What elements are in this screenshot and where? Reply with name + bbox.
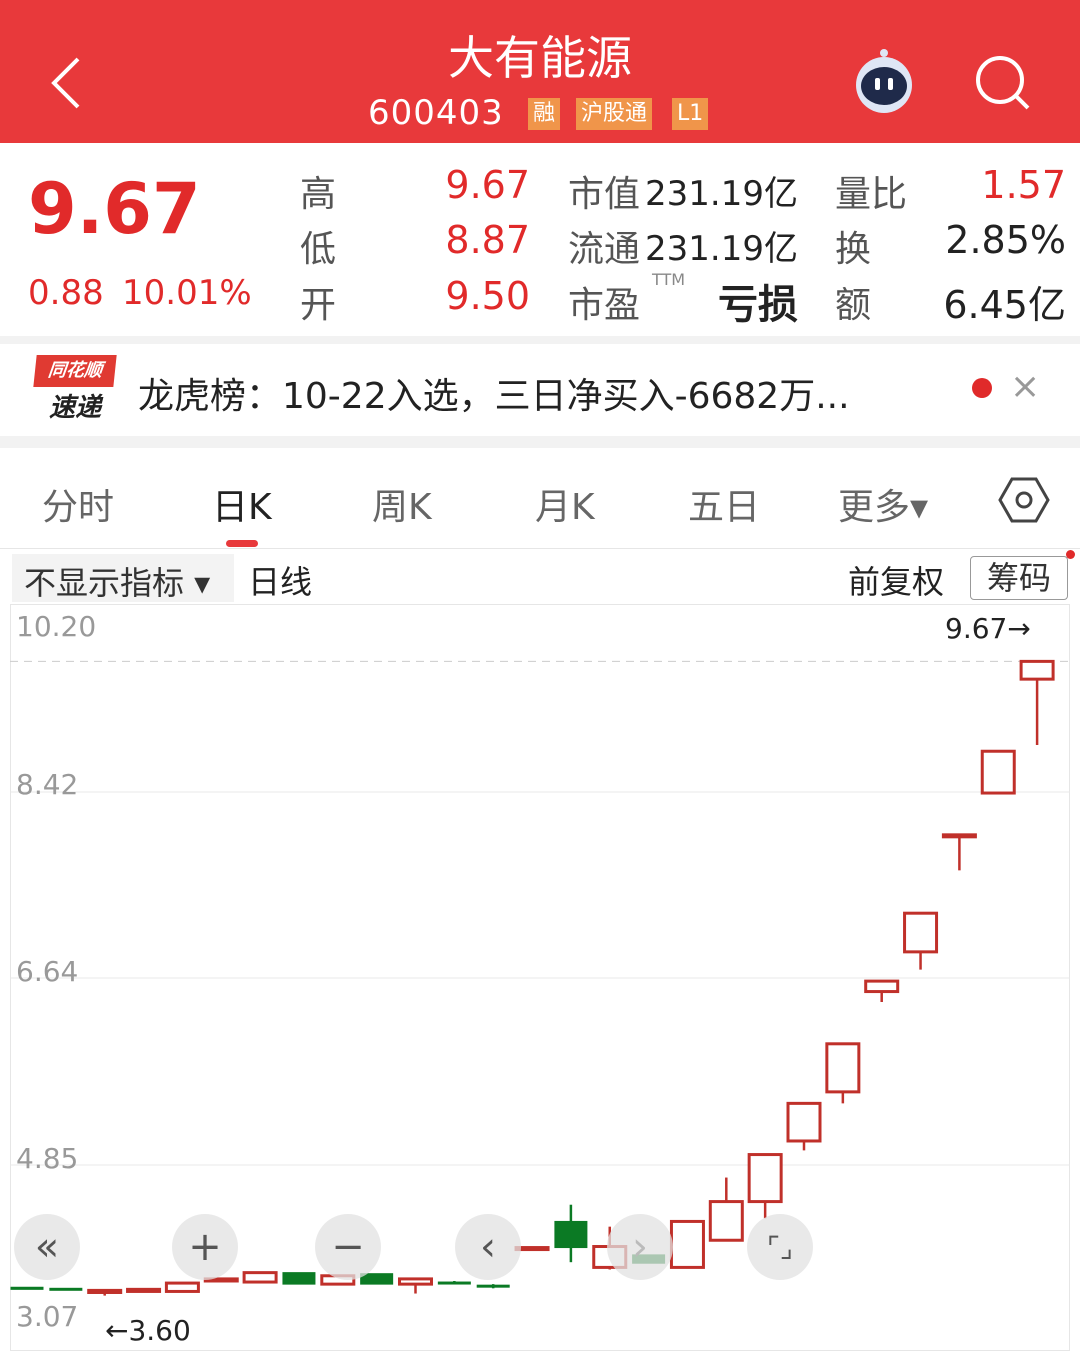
zoom-in-button[interactable]: + bbox=[172, 1214, 238, 1280]
candle-body bbox=[242, 1271, 278, 1284]
stock-code: 600403 bbox=[368, 93, 504, 133]
candle-body bbox=[10, 1286, 44, 1290]
stock-name: 大有能源 bbox=[448, 31, 632, 85]
adjust-button[interactable]: 前复权 bbox=[848, 563, 945, 601]
open-value: 9.50 bbox=[445, 274, 530, 318]
high-label: 高 bbox=[300, 174, 337, 215]
ttm-label: TTM bbox=[652, 270, 686, 289]
y-tick-label: 8.42 bbox=[16, 768, 79, 801]
candle-body bbox=[864, 979, 900, 994]
tab-more[interactable]: 更多▾ bbox=[838, 487, 929, 528]
high-value: 9.67 bbox=[445, 163, 530, 207]
candle-body bbox=[49, 1287, 83, 1291]
scroll-start-button[interactable]: « bbox=[14, 1214, 80, 1280]
search-icon[interactable] bbox=[972, 52, 1034, 114]
pe-label: 市盈 bbox=[568, 285, 641, 326]
back-icon[interactable] bbox=[48, 55, 84, 111]
candle-body bbox=[980, 749, 1016, 795]
price-change-pct: 10.01% bbox=[122, 273, 252, 313]
indicator-dropdown[interactable]: 不显示指标 ▾ bbox=[12, 554, 234, 602]
y-tick-label: 6.64 bbox=[16, 955, 79, 988]
float-cap-value: 231.19亿 bbox=[645, 229, 798, 269]
connect-tag: 沪股通 bbox=[576, 98, 653, 130]
pe-value: 亏损 bbox=[718, 282, 798, 328]
candle-body bbox=[903, 911, 939, 954]
level-tag: L1 bbox=[672, 98, 709, 130]
open-label: 开 bbox=[300, 285, 337, 326]
amount-value: 6.45亿 bbox=[943, 283, 1066, 327]
y-tick-label: 10.20 bbox=[16, 610, 97, 643]
scroll-left-button[interactable]: ‹ bbox=[455, 1214, 521, 1280]
candle-body bbox=[554, 1220, 588, 1249]
last-price-marker: 9.67→ bbox=[945, 612, 1031, 645]
candle-body bbox=[437, 1281, 471, 1285]
low-price-marker: ←3.60 bbox=[105, 1314, 191, 1347]
settings-icon[interactable] bbox=[998, 476, 1050, 524]
turnover-label: 换 bbox=[835, 229, 872, 270]
close-icon[interactable]: × bbox=[1010, 366, 1041, 407]
candle-body bbox=[398, 1277, 433, 1286]
candle-body bbox=[747, 1153, 783, 1204]
candle-body bbox=[164, 1281, 200, 1293]
volume-ratio-value: 1.57 bbox=[981, 163, 1066, 207]
market-cap-value: 231.19亿 bbox=[645, 174, 798, 214]
y-tick-label: 4.85 bbox=[16, 1142, 79, 1175]
candle-body bbox=[825, 1042, 861, 1094]
y-tick-label: 3.07 bbox=[16, 1300, 79, 1333]
last-price: 9.67 bbox=[28, 168, 201, 250]
chips-badge-dot bbox=[1066, 550, 1075, 559]
zoom-out-button[interactable]: − bbox=[315, 1214, 381, 1280]
robot-assistant-icon[interactable] bbox=[848, 45, 920, 115]
news-text[interactable]: 龙虎榜：10-22入选，三日净买入-6682万... bbox=[138, 376, 850, 417]
float-cap-label: 流通 bbox=[568, 229, 641, 270]
divider bbox=[0, 436, 1080, 448]
candle-body bbox=[669, 1219, 705, 1269]
amount-label: 额 bbox=[835, 285, 872, 326]
header-bar: 大有能源 600403 融 沪股通 L1 bbox=[0, 0, 1080, 143]
tab-daily-k[interactable]: 日K bbox=[212, 487, 272, 528]
tab-five-day[interactable]: 五日 bbox=[688, 487, 761, 528]
candle-body bbox=[1019, 659, 1055, 681]
active-tab-indicator bbox=[226, 540, 258, 547]
candle-body bbox=[87, 1288, 123, 1294]
chips-button[interactable]: 筹码 bbox=[970, 556, 1068, 600]
price-change: 0.88 bbox=[28, 273, 104, 313]
candle-body bbox=[941, 833, 977, 839]
margin-tag: 融 bbox=[528, 98, 561, 130]
divider bbox=[0, 548, 1080, 549]
ths-express-logo: 同花顺 速递 bbox=[33, 355, 117, 425]
turnover-value: 2.85% bbox=[945, 218, 1066, 262]
tab-monthly-k[interactable]: 月K bbox=[535, 487, 595, 528]
tab-intraday[interactable]: 分时 bbox=[42, 487, 115, 528]
candle-body bbox=[282, 1272, 316, 1285]
tab-weekly-k[interactable]: 周K bbox=[372, 487, 432, 528]
fullscreen-button[interactable]: ⌜⌟ bbox=[747, 1214, 813, 1280]
period-label: 日线 bbox=[248, 563, 313, 601]
divider bbox=[0, 336, 1080, 344]
scroll-right-button[interactable]: › bbox=[607, 1214, 673, 1280]
volume-ratio-label: 量比 bbox=[835, 174, 908, 215]
low-label: 低 bbox=[300, 229, 337, 270]
low-value: 8.87 bbox=[445, 218, 530, 262]
candle-body bbox=[786, 1101, 822, 1143]
candle-body bbox=[708, 1200, 744, 1242]
unread-dot bbox=[972, 378, 992, 398]
candle-body bbox=[360, 1273, 394, 1285]
market-cap-label: 市值 bbox=[568, 174, 641, 215]
candle-body bbox=[476, 1284, 510, 1288]
candle-body bbox=[126, 1287, 162, 1293]
